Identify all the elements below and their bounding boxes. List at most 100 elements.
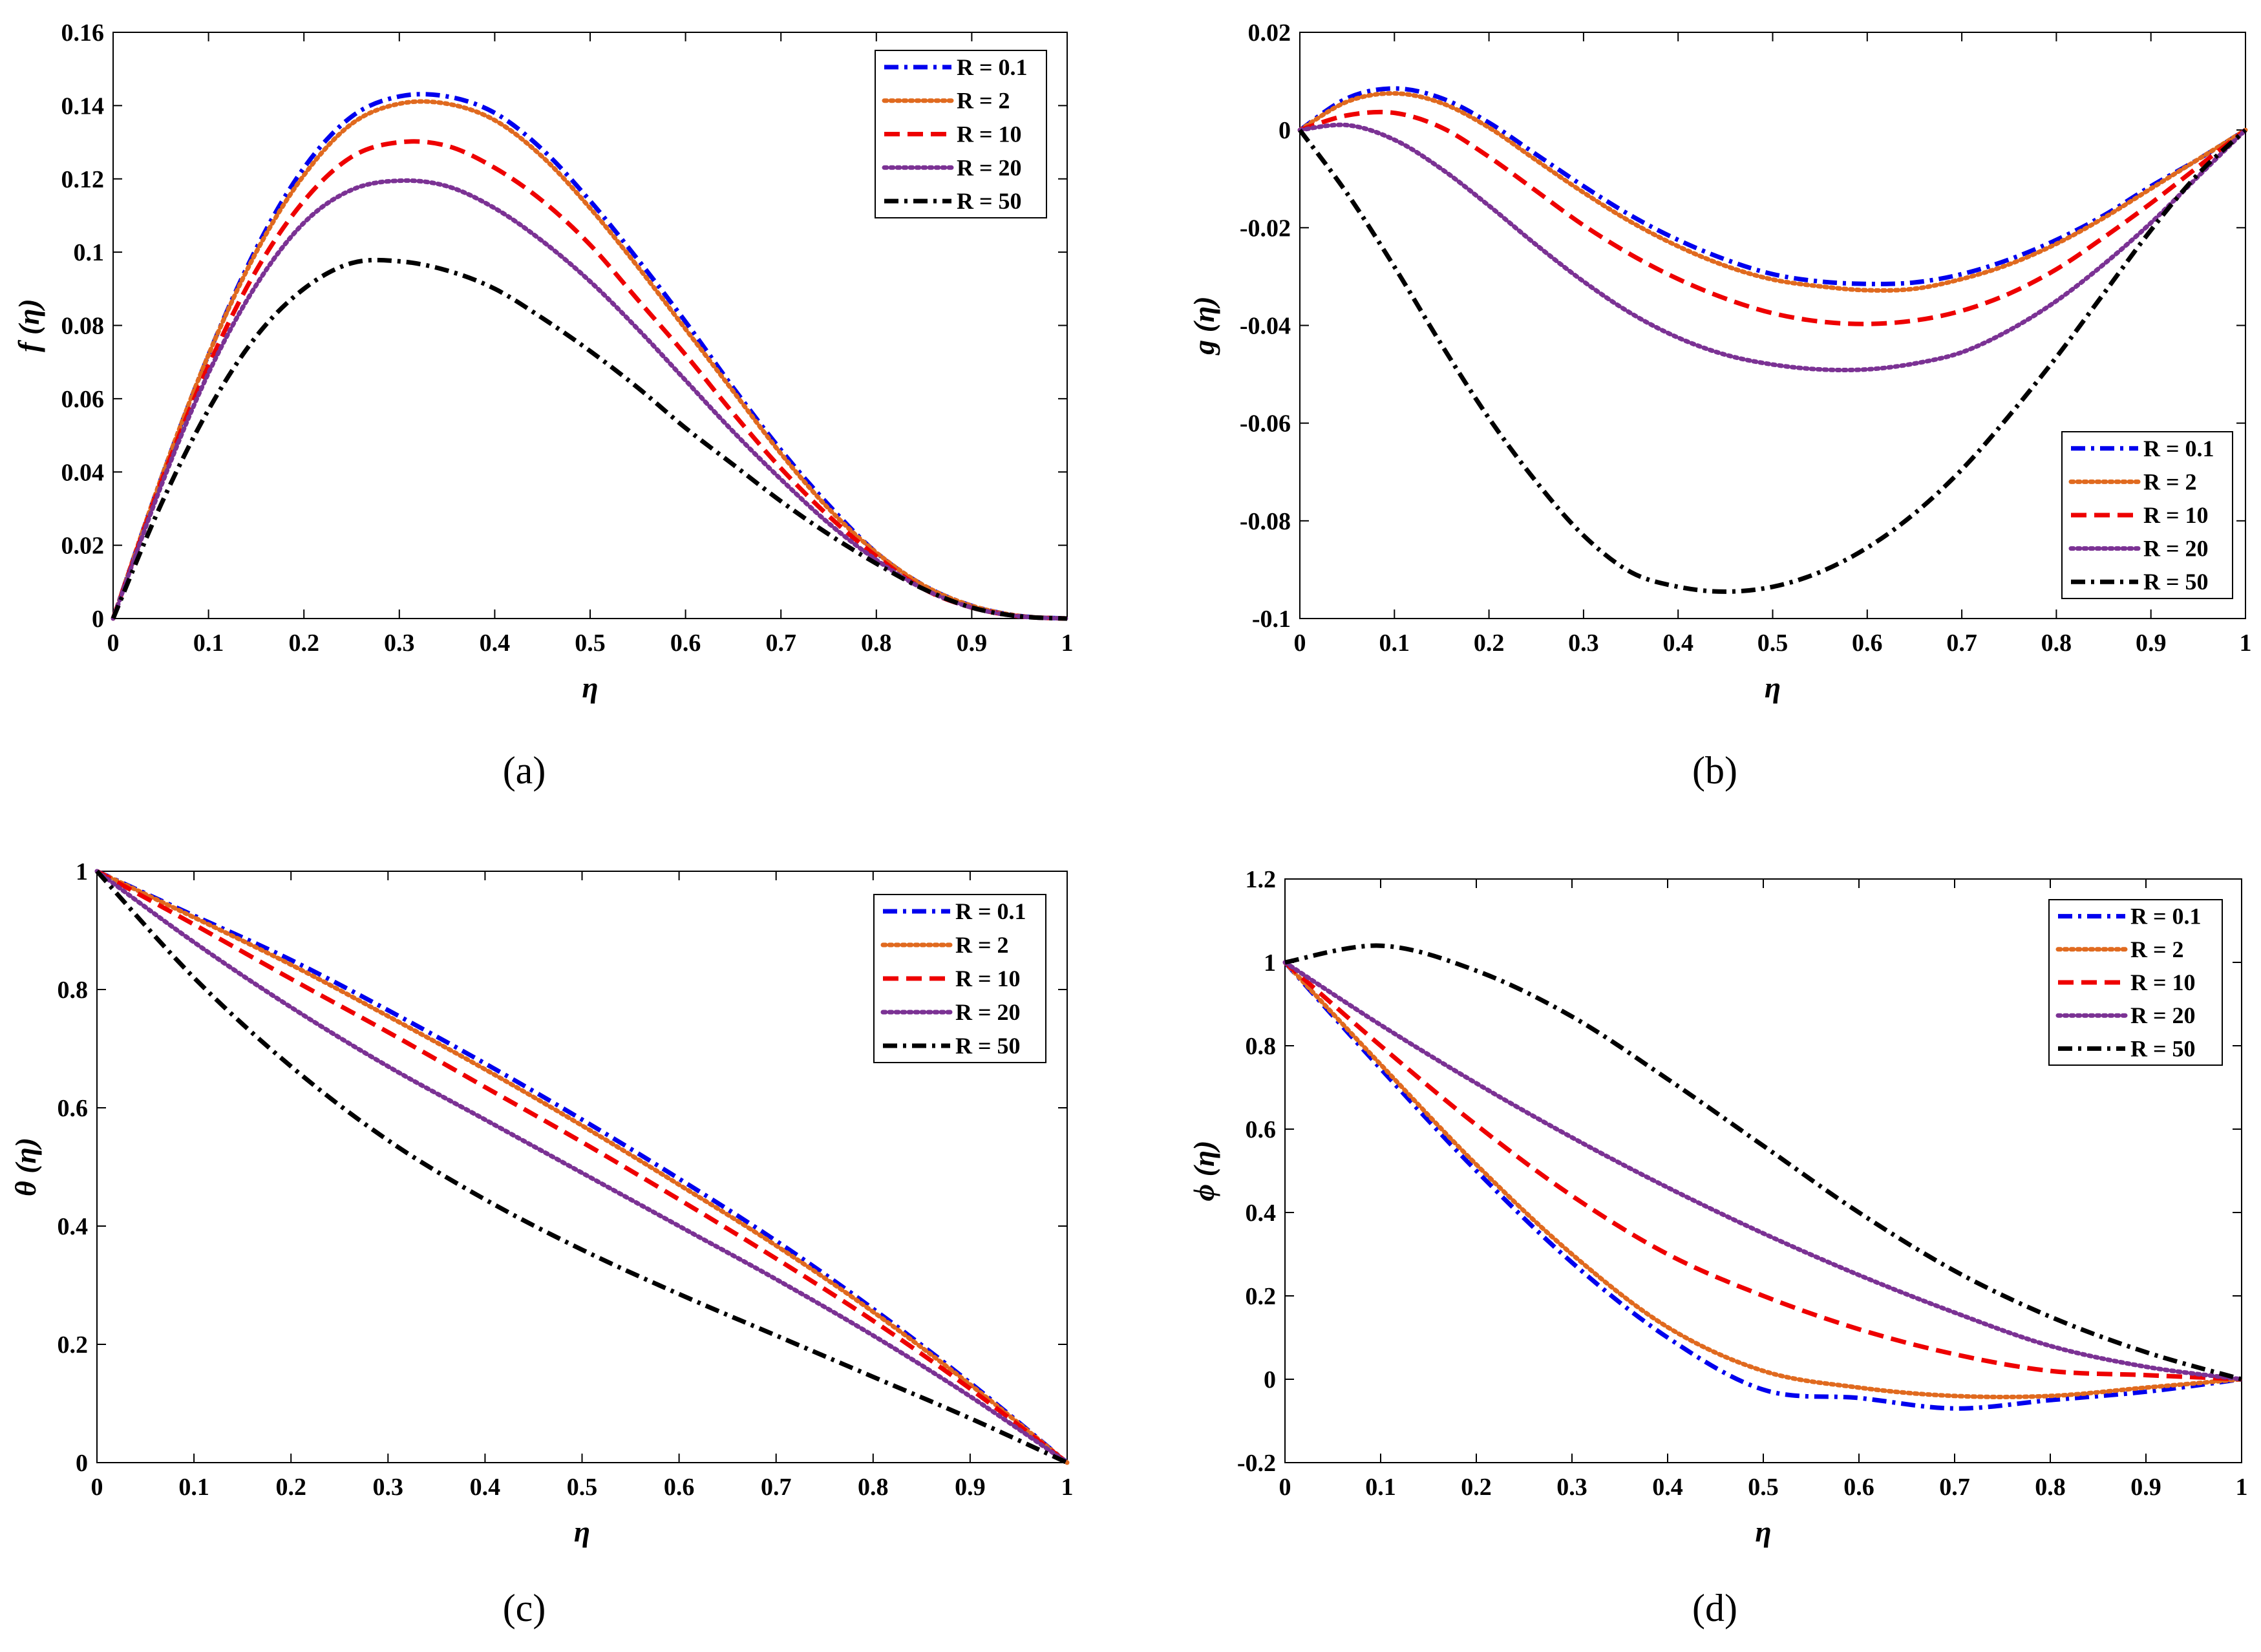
x-tick-label: 0.4	[470, 1474, 501, 1501]
series-line-c-2	[96, 869, 1069, 1465]
y-tick-label: 0.02	[1248, 19, 1291, 47]
legend-entry: R = 50	[955, 1033, 1021, 1059]
x-tick-label: 0.2	[288, 630, 319, 657]
legend-entry: R = 10	[955, 966, 1021, 991]
y-tick-label: 1	[1264, 949, 1276, 977]
x-tick-label: 0.2	[275, 1474, 306, 1501]
legend-d: R = 0.1 R = 2 R = 10 R = 20 R = 50	[2048, 899, 2223, 1066]
y-tick-label: 0.16	[61, 19, 105, 47]
y-tick-label: 0.1	[74, 239, 105, 266]
x-tick-label: 0.4	[480, 630, 511, 657]
x-axis-label: η	[1765, 671, 1781, 704]
y-tick-label: 0.04	[61, 459, 105, 486]
x-tick-label: 0.3	[1568, 630, 1599, 657]
y-tick-label: 0	[1279, 117, 1291, 144]
y-tick-label: -0.04	[1240, 313, 1291, 340]
series-line-d-0	[1283, 960, 2242, 1411]
y-axis-label: ϕ (η)	[1187, 1141, 1220, 1202]
x-axis-label: η	[574, 1515, 590, 1548]
x-tick-label: 1	[1061, 630, 1074, 657]
legend-entry: R = 0.1	[957, 54, 1028, 80]
legend-entry: R = 20	[955, 999, 1021, 1025]
y-tick-label: 0.02	[61, 533, 105, 560]
x-tick-label: 0.7	[1946, 630, 1977, 657]
x-tick-label: 0.5	[567, 1474, 598, 1501]
caption-a: (a)	[503, 749, 546, 792]
y-tick-label: 0.2	[58, 1331, 89, 1359]
x-tick-label: 0.1	[178, 1474, 209, 1501]
legend-entry: R = 2	[2143, 469, 2197, 494]
x-tick-label: 0.1	[1379, 630, 1410, 657]
y-tick-label: 0	[76, 1450, 88, 1477]
y-tick-label: -0.02	[1240, 215, 1291, 242]
chart-panel-d: 0 0.1 0.2 0.3 0.4 0.5 0.6 0.7 0.8 0.9 1-0.200.20.4…	[1187, 866, 2248, 1548]
legend-entry: R = 10	[957, 122, 1022, 147]
x-tick-label: 0.8	[861, 630, 892, 657]
x-tick-label: 0.5	[1757, 630, 1789, 657]
y-tick-label: 1	[76, 858, 88, 885]
series-line-a-3	[111, 178, 1070, 621]
x-tick-label: 0	[107, 630, 120, 657]
chart-panel-a: 0 0.1 0.2 0.3 0.4 0.5 0.6 0.7 0.8 0.9 1 0 0.02 0.04 0.…	[12, 19, 1074, 704]
x-tick-label: 1	[1061, 1474, 1074, 1501]
series-line-b-1	[1297, 90, 2248, 293]
legend-c: R = 0.1 R = 2 R = 10 R = 20 R = 50	[873, 894, 1046, 1063]
x-tick-label: 0.1	[193, 630, 224, 657]
series-line-a-2	[111, 139, 1068, 621]
x-axis-label: η	[1755, 1515, 1771, 1548]
x-tick-label: 0	[91, 1474, 103, 1501]
legend-entry: R = 20	[2143, 536, 2209, 562]
y-tick-label: 0.4	[58, 1213, 89, 1240]
y-tick-label: 0.8	[1246, 1033, 1277, 1060]
x-tick-label: 0.5	[1748, 1474, 1779, 1501]
x-tick-label: 0.3	[373, 1474, 404, 1501]
y-axis-label: f (η)	[12, 299, 45, 352]
y-tick-label: 0.12	[61, 166, 105, 193]
x-tick-label: 0.2	[1474, 630, 1505, 657]
x-tick-label: 0.8	[2041, 630, 2072, 657]
legend-entry: R = 10	[2130, 969, 2196, 995]
y-tick-label: -0.1	[1252, 606, 1291, 633]
x-tick-label: 1	[2236, 1474, 2248, 1501]
legend-b: R = 0.1 R = 2 R = 10 R = 20 R = 50	[2061, 431, 2233, 599]
legend-box	[2061, 431, 2233, 599]
x-tick-label: 0.3	[384, 630, 415, 657]
legend-entry: R = 0.1	[2130, 904, 2202, 929]
x-tick-label: 0	[1294, 630, 1306, 657]
series-line-c-3	[94, 869, 1070, 1465]
series-line-a-4	[111, 257, 1068, 621]
legend-entry: R = 20	[957, 154, 1022, 180]
x-tick-label: 0.6	[670, 630, 701, 657]
series-line-a-1	[111, 99, 1070, 621]
legend-entry: R = 50	[2130, 1035, 2196, 1061]
x-axis-label: η	[582, 671, 598, 704]
x-tick-label: 0.7	[765, 630, 796, 657]
x-tick-label: 0.5	[575, 630, 606, 657]
series-line-b-3	[1297, 122, 2248, 373]
series-line-d-4	[1284, 943, 2242, 1382]
x-tick-label: 0.7	[761, 1474, 792, 1501]
legend-entry: R = 0.1	[2143, 436, 2214, 461]
x-tick-label: 0.8	[858, 1474, 889, 1501]
series-line-c-4	[95, 869, 1068, 1465]
caption-b: (b)	[1692, 749, 1737, 792]
series-line-c-1	[94, 869, 1070, 1465]
legend-entry: R = 20	[2130, 1002, 2196, 1028]
x-tick-label: 0.8	[2035, 1474, 2066, 1501]
legend-entry: R = 2	[957, 88, 1010, 114]
x-tick-label: 0.4	[1652, 1474, 1683, 1501]
y-tick-label: 0.06	[61, 386, 105, 413]
y-tick-label: -0.06	[1240, 410, 1291, 438]
legend-box	[873, 894, 1046, 1063]
x-tick-label: 0.6	[1852, 630, 1883, 657]
chart-panel-c: 0 0.1 0.2 0.3 0.4 0.5 0.6 0.7 0.8 0.9 1 0 0.2 0.4 0.6 0…	[9, 858, 1074, 1548]
y-tick-label: 0.08	[61, 313, 105, 340]
y-tick-label: 0	[92, 606, 104, 633]
series-line-d-2	[1283, 960, 2242, 1382]
x-tick-label: 0.1	[1365, 1474, 1396, 1501]
legend-a: R = 0.1 R = 2 R = 10 R = 20 R = 50	[875, 50, 1047, 218]
x-tick-label: 0.9	[2130, 1474, 2161, 1501]
legend-entry: R = 50	[957, 188, 1022, 214]
caption-d: (d)	[1692, 1587, 1737, 1629]
